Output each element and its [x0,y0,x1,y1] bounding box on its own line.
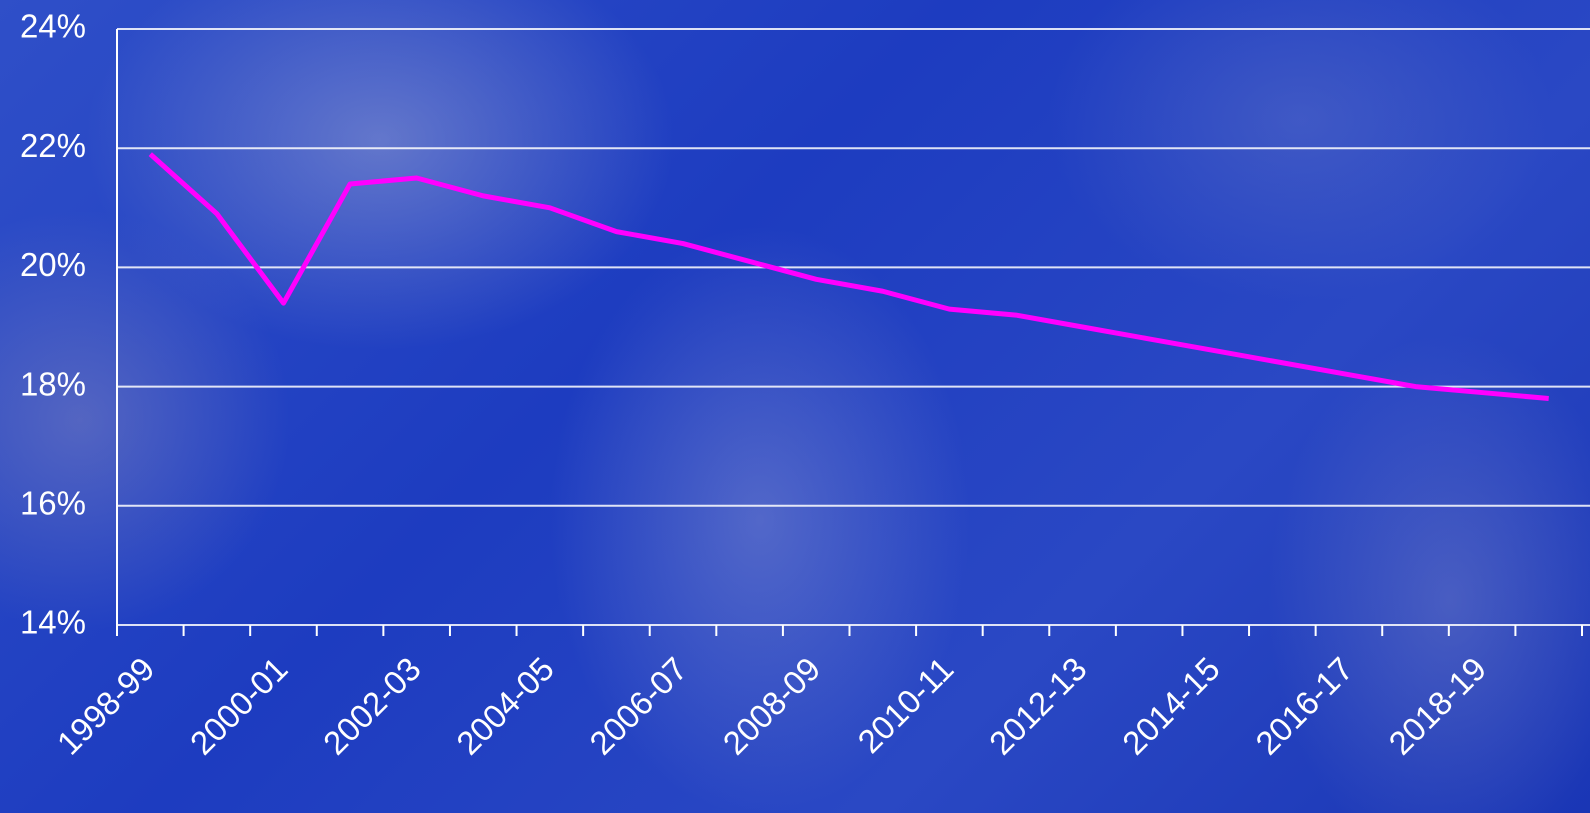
x-tick-label: 2018-19 [1381,650,1493,762]
y-tick-label: 16% [20,485,86,522]
y-tick-label: 20% [20,246,86,283]
y-tick-label: 18% [20,365,86,402]
x-tick-label: 2002-03 [316,650,428,762]
x-tick-label: 2016-17 [1248,650,1360,762]
x-tick-label: 2006-07 [582,650,694,762]
x-tick-label: 2008-09 [716,650,828,762]
y-tick-label: 14% [20,604,86,641]
x-tick-label: 2012-13 [982,650,1094,762]
x-tick-label: 2004-05 [449,650,561,762]
data-line [148,152,1549,402]
x-tick-label: 2014-15 [1115,650,1227,762]
y-tick-label: 24% [20,8,86,45]
x-tick-label: 1998-99 [50,650,162,762]
x-tick-label: 2000-01 [183,650,295,762]
x-tick-label: 2010-11 [850,650,960,760]
y-tick-label: 22% [20,127,86,164]
